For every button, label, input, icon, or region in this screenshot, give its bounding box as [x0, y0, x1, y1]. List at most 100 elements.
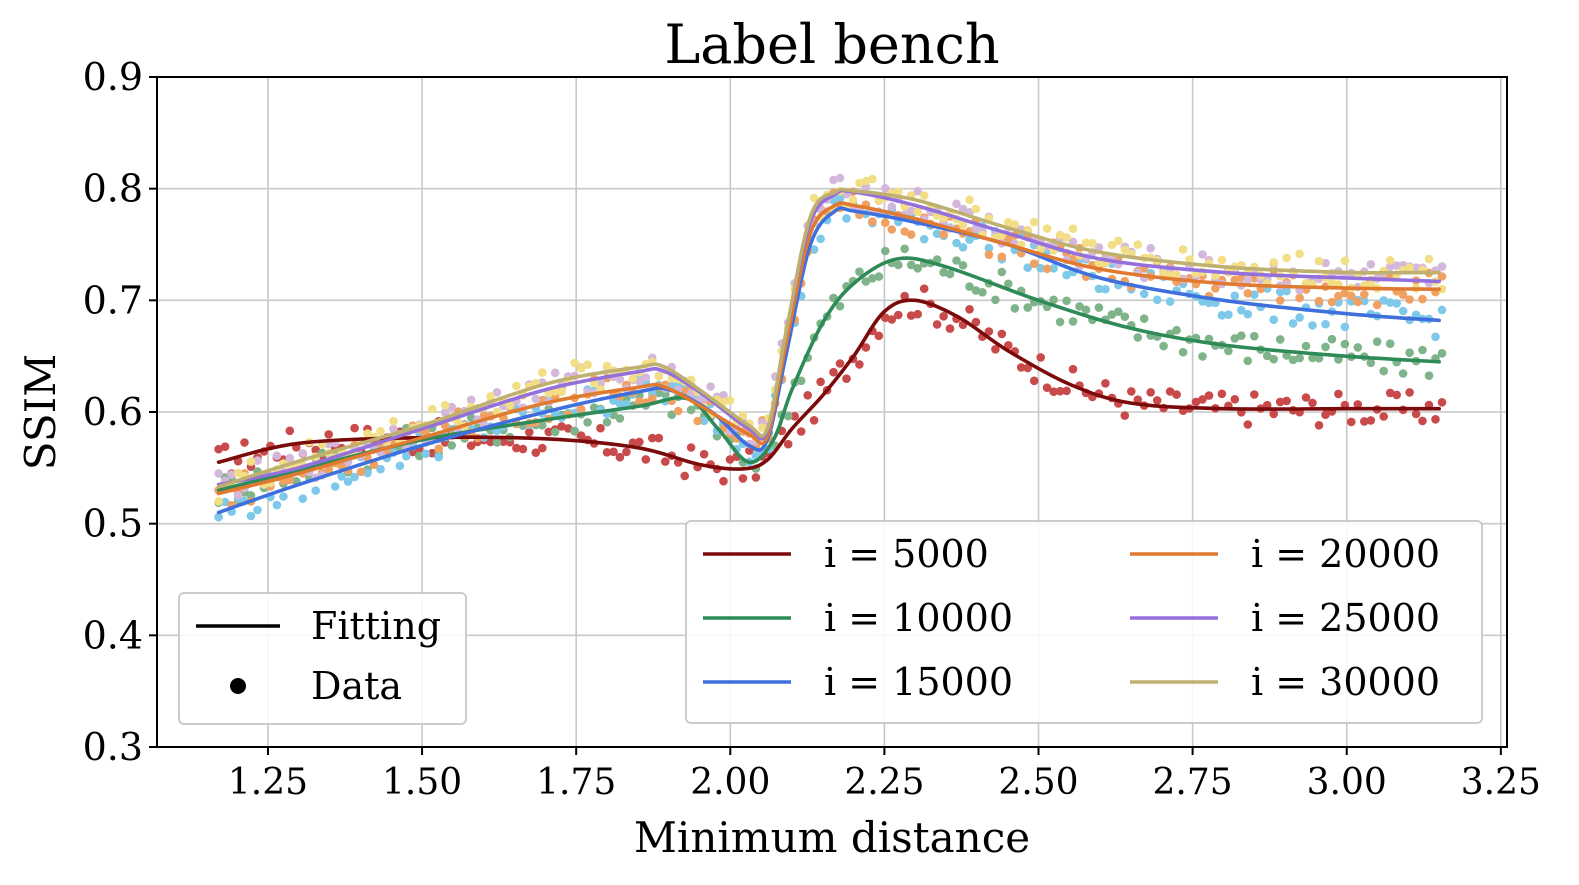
data-point — [1431, 332, 1440, 342]
data-point — [1340, 256, 1350, 266]
data-point — [421, 449, 431, 459]
data-point — [790, 412, 799, 421]
data-point — [253, 505, 262, 515]
data-point — [1224, 346, 1233, 356]
data-point — [427, 448, 437, 458]
data-point — [635, 437, 644, 447]
data-point — [1230, 275, 1240, 285]
data-point — [1243, 289, 1253, 298]
data-point — [699, 449, 709, 459]
data-point — [1204, 298, 1214, 308]
data-point — [1250, 331, 1259, 341]
legend-series-label: i = 25000 — [1251, 596, 1440, 640]
data-point — [1217, 311, 1227, 320]
data-point — [1004, 341, 1013, 350]
data-point — [1385, 298, 1395, 307]
data-point — [1243, 275, 1253, 285]
data-point — [997, 267, 1007, 277]
data-point — [505, 401, 515, 410]
data-point — [427, 404, 437, 414]
data-point — [1385, 339, 1395, 349]
data-point — [1198, 395, 1207, 404]
y-axis-label: SSIM — [16, 354, 65, 470]
data-point — [557, 387, 566, 397]
data-point — [434, 444, 444, 454]
data-point — [1237, 305, 1246, 315]
data-point — [440, 408, 450, 417]
data-point — [253, 456, 262, 465]
data-point — [1010, 304, 1020, 313]
data-point — [1437, 349, 1447, 358]
data-point — [350, 472, 359, 482]
data-point — [835, 359, 845, 368]
x-tick-label: 3.00 — [1307, 762, 1387, 803]
data-point — [1437, 398, 1447, 407]
data-point — [214, 444, 223, 454]
data-point — [1405, 295, 1414, 304]
data-point — [1269, 258, 1278, 267]
data-point — [1152, 295, 1162, 305]
data-point — [1431, 415, 1440, 424]
data-point — [809, 193, 819, 203]
data-point — [816, 234, 825, 244]
data-point — [1159, 341, 1168, 351]
data-point — [447, 402, 457, 412]
data-point — [1023, 363, 1032, 373]
data-point — [1269, 315, 1278, 325]
data-point — [906, 206, 916, 216]
data-point — [1198, 250, 1207, 259]
data-point — [1340, 339, 1350, 349]
data-point — [673, 406, 683, 416]
data-point — [984, 327, 994, 336]
data-point — [531, 448, 541, 458]
data-point — [945, 269, 955, 279]
data-point — [311, 486, 321, 495]
data-point — [1230, 291, 1240, 301]
data-point — [1327, 278, 1337, 288]
data-point — [894, 260, 903, 270]
data-point — [881, 218, 890, 227]
data-point — [881, 313, 890, 323]
legend-entry-label: Fitting — [311, 604, 441, 648]
data-point — [466, 441, 476, 451]
data-point — [1379, 296, 1388, 305]
data-point — [648, 433, 657, 443]
data-point — [848, 196, 858, 205]
data-point — [1159, 269, 1168, 279]
data-point — [952, 238, 961, 248]
data-point — [576, 431, 586, 440]
data-point — [796, 376, 806, 386]
data-point — [1172, 390, 1181, 399]
data-point — [1004, 217, 1013, 227]
data-point — [881, 184, 890, 193]
data-point — [1366, 260, 1376, 269]
data-point — [1424, 371, 1434, 381]
data-point — [900, 227, 909, 236]
data-point — [667, 410, 676, 420]
data-point — [641, 455, 651, 464]
data-point — [1398, 306, 1408, 316]
data-point — [894, 187, 903, 197]
data-point — [816, 377, 825, 387]
data-point — [1120, 411, 1130, 420]
x-tick-label: 2.50 — [998, 762, 1078, 803]
data-point — [1262, 351, 1272, 361]
data-point — [1282, 396, 1291, 406]
data-point — [939, 230, 948, 239]
data-point — [1250, 390, 1259, 399]
data-point — [1029, 217, 1039, 227]
data-point — [1392, 261, 1401, 270]
data-point — [971, 286, 981, 295]
data-point — [1295, 313, 1304, 322]
data-point — [512, 443, 521, 453]
data-point — [311, 445, 321, 455]
data-point — [499, 437, 508, 447]
data-point — [1360, 296, 1369, 306]
data-point — [874, 272, 884, 281]
data-point — [991, 295, 1000, 305]
data-point — [1230, 395, 1240, 404]
data-point — [1094, 284, 1104, 294]
data-point — [583, 418, 592, 427]
data-point — [1275, 287, 1285, 297]
data-point — [1353, 297, 1363, 307]
